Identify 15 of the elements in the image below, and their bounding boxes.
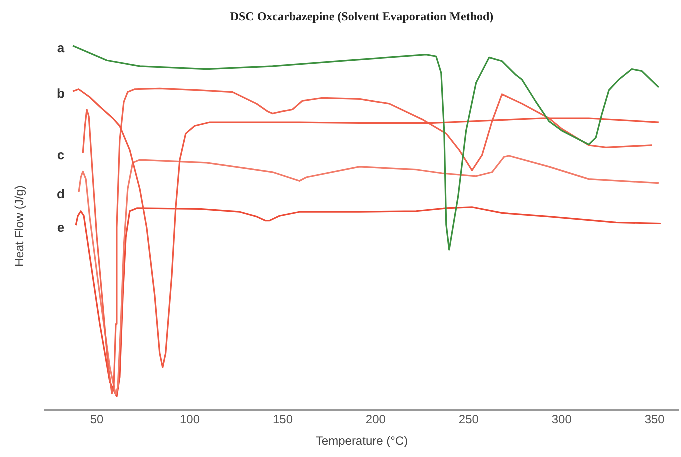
x-tick-label: 100: [180, 412, 200, 427]
y-axis-title: Heat Flow (J/g): [12, 186, 26, 267]
x-tick-label: 200: [366, 412, 386, 427]
x-tick-label: 300: [552, 412, 572, 427]
series-label: e: [57, 220, 65, 236]
x-tick-label: 150: [272, 412, 294, 427]
x-tick-label: 250: [458, 412, 480, 427]
series-label: d: [57, 186, 66, 202]
x-tick-label: 50: [90, 412, 104, 427]
x-tick-label: 350: [644, 412, 666, 427]
x-axis-title: Temperature (°C): [316, 434, 408, 448]
chart-title: DSC Oxcarbazepine (Solvent Evaporation Method): [230, 9, 494, 24]
series-label: c: [57, 148, 65, 163]
series-label: b: [57, 86, 66, 102]
series-label: a: [57, 40, 66, 56]
